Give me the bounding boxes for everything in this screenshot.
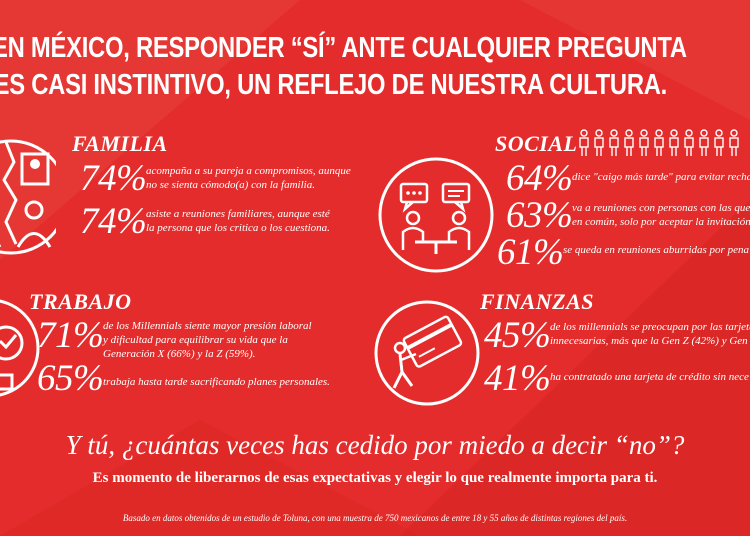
social-stat-2-text: va a reuniones con personas con las que …	[572, 202, 750, 228]
finanzas-stat-1-value: 45%	[484, 315, 551, 356]
headline: EN MÉXICO, RESPONDER “SÍ” ANTE CUALQUIER…	[0, 30, 687, 104]
trabajo-stat-1-value: 71%	[37, 315, 104, 356]
familia-stat-2-text: asiste a reuniones familiares, aunque es…	[146, 208, 330, 234]
trabajo-stat-2-value: 65%	[37, 358, 104, 399]
headline-line-1: EN MÉXICO, RESPONDER “SÍ” ANTE CUALQUIER…	[0, 32, 687, 64]
footnote: Basado en datos obtenidos de un estudio …	[122, 513, 628, 523]
social-stat-2-value: 63%	[506, 195, 573, 236]
meeting-icon	[378, 157, 494, 273]
trabajo-stat-2-text: trabaja hasta tarde sacrificando planes …	[103, 376, 330, 388]
social-stat-3-value: 61%	[497, 232, 564, 273]
cta-subtitle: Es momento de liberarnos de esas expecta…	[92, 470, 658, 486]
cta-question: Y tú, ¿cuántas veces has cedido por mied…	[65, 430, 685, 460]
credit-card-icon	[374, 300, 480, 406]
familia-stat-2-value: 74%	[80, 201, 147, 242]
familia-title: FAMILIA	[72, 131, 168, 156]
finanzas-stat-1-text: de los millennials se preocupan por las …	[550, 321, 750, 347]
finanzas-title: FINANZAS	[480, 289, 595, 314]
familia-stat-1-value: 74%	[80, 158, 147, 199]
trabajo-title: TRABAJO	[29, 289, 132, 314]
trabajo-stat-1-text: de los Millennials siente mayor presión …	[103, 320, 312, 360]
social-stat-1-text: dice "caigo más tarde" para evitar recha…	[572, 171, 750, 183]
social-title: SOCIAL	[495, 131, 578, 156]
finanzas-stat-2-value: 41%	[484, 358, 551, 399]
social-stat-3-text: se queda en reuniones aburridas por pena…	[563, 244, 750, 256]
work-icon	[0, 299, 40, 397]
social-stat-1-value: 64%	[506, 158, 573, 199]
people-row-icon	[579, 129, 739, 156]
finanzas-stat-2-text: ha contratado una tarjeta de crédito sin…	[550, 371, 749, 383]
family-icon	[0, 139, 56, 255]
headline-line-2: ES CASI INSTINTIVO, UN REFLEJO DE NUESTR…	[0, 69, 668, 101]
familia-stat-1-text: acompaña a su pareja a compromisos, aunq…	[146, 165, 351, 191]
